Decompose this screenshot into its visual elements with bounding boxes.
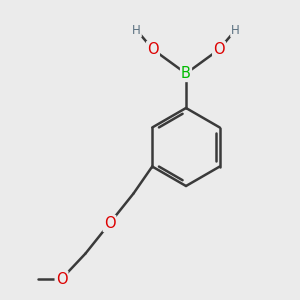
Text: H: H: [231, 23, 240, 37]
Text: O: O: [213, 42, 225, 57]
Text: B: B: [181, 66, 191, 81]
Text: O: O: [104, 216, 115, 231]
Text: O: O: [147, 42, 159, 57]
Text: H: H: [132, 23, 141, 37]
Text: O: O: [56, 272, 67, 286]
